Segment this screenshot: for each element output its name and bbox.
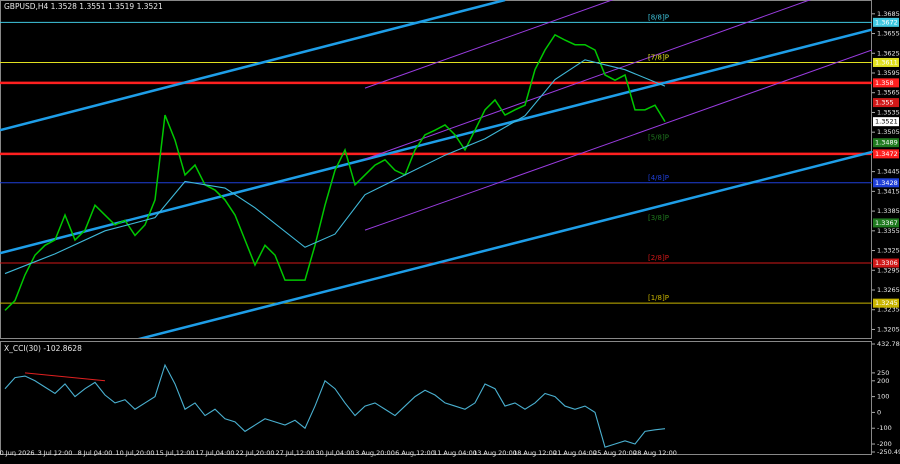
x-tick-label: 17 Jul 04:00 — [196, 449, 235, 457]
cci-line — [4, 363, 666, 448]
level-label: 1.3428 — [875, 179, 898, 187]
x-tick-label: 25 Aug 20:00 — [593, 449, 637, 457]
level-label: 1.3367 — [875, 219, 898, 227]
level-label: 1.358 — [875, 79, 894, 87]
x-tick-label: 27 Jul 12:00 — [276, 449, 315, 457]
y-tick-label: 1.3325 — [877, 247, 900, 255]
level-box — [873, 17, 899, 27]
level-tag: [7/8]P — [648, 53, 669, 61]
x-tick-label: 3 Jul 12:00 — [38, 449, 73, 457]
y-tick-label: 0 — [877, 408, 881, 416]
level-box — [873, 117, 899, 127]
level-label: 1.355 — [875, 99, 894, 107]
x-tick-label: 15 Jul 12:00 — [156, 449, 195, 457]
level-tag: [8/8]P — [648, 13, 669, 21]
x-tick-label: 6 Aug 12:00 — [395, 449, 435, 457]
main-plot — [0, 0, 872, 338]
level-label: 1.3521 — [875, 118, 898, 126]
y-tick-label: 1.3295 — [877, 266, 900, 274]
y-tick-label: 1.3235 — [877, 306, 900, 314]
trendline — [137, 150, 872, 338]
y-tick-label: 1.3625 — [877, 49, 900, 57]
main-panel — [0, 0, 872, 339]
level-tag: [1/8]P — [648, 294, 669, 302]
trendline — [0, 0, 506, 132]
y-tick-label: 1.3595 — [877, 69, 900, 77]
level-label: 1.3489 — [875, 139, 898, 147]
y-tick-label: 1.3385 — [877, 207, 900, 215]
y-tick-label: 1.3265 — [877, 286, 900, 294]
y-tick-label: -100 — [877, 424, 892, 432]
y-tick-label: 250 — [877, 369, 889, 377]
x-tick-label: 21 Aug 04:00 — [553, 449, 597, 457]
y-tick-label: 1.3535 — [877, 108, 900, 116]
x-tick-label: 18 Aug 12:00 — [513, 449, 557, 457]
trendline — [24, 372, 106, 382]
y-tick-label: 200 — [877, 377, 889, 385]
level-tag: [2/8]P — [648, 254, 669, 262]
level-box — [873, 57, 899, 67]
x-tick-label: 28 Aug 12:00 — [633, 449, 677, 457]
trendline — [364, 0, 614, 89]
y-tick-label: 1.3445 — [877, 168, 900, 176]
x-tick-label: 10 Jul 20:00 — [116, 449, 155, 457]
level-box — [873, 149, 899, 159]
y-tick-label: 432.788 — [877, 340, 900, 348]
level-box — [873, 178, 899, 188]
y-tick-label: 1.3415 — [877, 187, 900, 195]
x-tick-label: 13 Aug 20:00 — [473, 449, 517, 457]
level-label: 1.3472 — [875, 150, 898, 158]
x-tick-label: 22 Jul 20:00 — [236, 449, 275, 457]
y-tick-label: 1.3655 — [877, 30, 900, 38]
price-line — [4, 33, 666, 311]
level-box — [873, 298, 899, 308]
level-box — [873, 78, 899, 88]
x-tick-label: 30 Jul 04:00 — [316, 449, 355, 457]
x-tick-label: 11 Aug 04:00 — [433, 449, 477, 457]
cci-panel — [0, 341, 872, 455]
x-tick-label: 30 Jun 2026 — [0, 449, 35, 457]
level-label: 1.3306 — [875, 259, 898, 267]
y-tick-label: 1.3565 — [877, 89, 900, 97]
level-box — [873, 138, 899, 148]
cci-plot — [4, 363, 666, 448]
y-tick-label: 1.3685 — [877, 10, 900, 18]
level-box — [873, 218, 899, 228]
level-label: 1.3672 — [875, 18, 898, 26]
y-tick-label: 100 — [877, 393, 889, 401]
y-tick-label: -200 — [877, 440, 892, 448]
trendline — [364, 0, 812, 160]
level-tag: [4/8]P — [648, 174, 669, 182]
level-label: 1.3611 — [875, 58, 898, 66]
y-tick-label: 1.3355 — [877, 227, 900, 235]
indicator-title: X_CCI(30) -102.8628 — [4, 344, 82, 353]
level-box — [873, 258, 899, 268]
x-tick-label: 8 Jul 04:00 — [78, 449, 113, 457]
chart-title: GBPUSD,H4 1.3528 1.3551 1.3519 1.3521 — [4, 2, 163, 11]
trendline — [0, 28, 872, 255]
level-label: 1.3245 — [875, 299, 898, 307]
y-tick-label: 1.3205 — [877, 325, 900, 333]
y-tick-label: -250.497 — [877, 448, 900, 456]
x-tick-label: 3 Aug 20:00 — [355, 449, 395, 457]
level-tag: [5/8]P — [648, 134, 669, 142]
level-box — [873, 98, 899, 108]
level-tag: [3/8]P — [648, 214, 669, 222]
moving-average — [4, 59, 666, 275]
trendline — [364, 49, 872, 231]
y-tick-label: 1.3505 — [877, 128, 900, 136]
